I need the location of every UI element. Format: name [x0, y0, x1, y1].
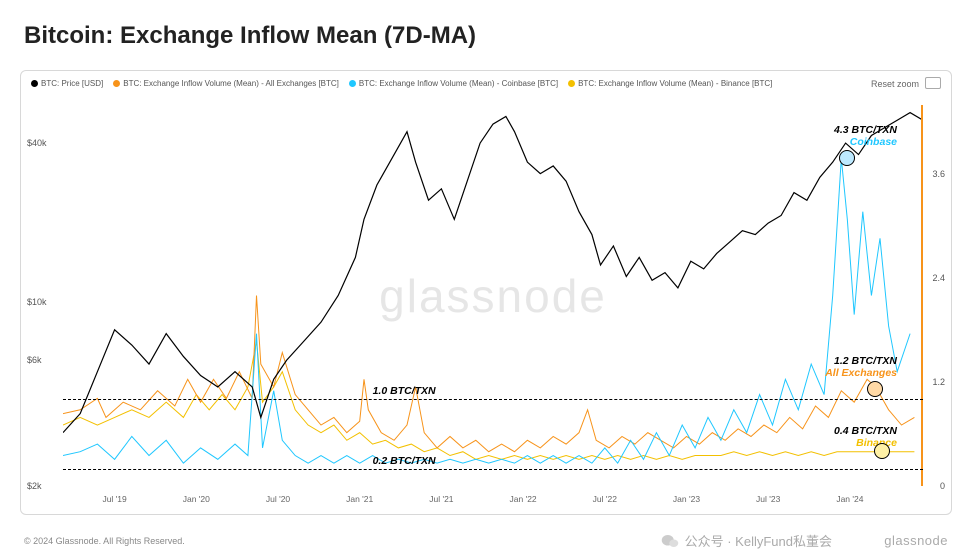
reference-label: 1.0 BTC/TXN [373, 385, 436, 397]
y-axis-left-tick: $2k [27, 481, 42, 491]
y-axis-left-tick: $6k [27, 355, 42, 365]
legend-item[interactable]: BTC: Price [USD] [31, 79, 103, 88]
page: Bitcoin: Exchange Inflow Mean (7D-MA) BT… [0, 0, 972, 560]
value-marker [874, 443, 890, 459]
x-axis-tick: Jul '20 [266, 494, 290, 504]
x-axis-tick: Jan '22 [510, 494, 537, 504]
legend-label: BTC: Exchange Inflow Volume (Mean) - Bin… [578, 79, 772, 88]
x-axis-tick: Jan '23 [673, 494, 700, 504]
brand-logo: glassnode [884, 533, 948, 548]
legend: BTC: Price [USD] BTC: Exchange Inflow Vol… [31, 79, 772, 88]
y-axis-right-tick: 0 [940, 481, 945, 491]
reset-zoom-button[interactable]: Reset zoom [871, 79, 919, 89]
x-axis-tick: Jul '23 [756, 494, 780, 504]
wechat-icon [661, 533, 679, 549]
wechat-attribution: 公众号 · KellyFund私董会 [661, 531, 832, 550]
x-axis-tick: Jan '21 [346, 494, 373, 504]
series-line [63, 158, 910, 463]
y-axis-right-tick: 3.6 [932, 169, 945, 179]
legend-dot [113, 80, 120, 87]
x-axis-tick: Jul '19 [102, 494, 126, 504]
x-axis-tick: Jan '24 [836, 494, 863, 504]
x-axis-tick: Jul '21 [429, 494, 453, 504]
chart-frame: BTC: Price [USD] BTC: Exchange Inflow Vol… [20, 70, 952, 515]
legend-label: BTC: Price [USD] [41, 79, 103, 88]
reference-line [63, 469, 923, 470]
legend-dot [31, 80, 38, 87]
annotation: 1.2 BTC/TXNAll Exchanges [757, 355, 897, 379]
y-axis-right-tick: 2.4 [932, 273, 945, 283]
legend-item[interactable]: BTC: Exchange Inflow Volume (Mean) - Coi… [349, 79, 558, 88]
plot-area: glassnode 1.0 BTC/TXN0.2 BTC/TXN4.3 BTC/… [63, 105, 923, 486]
reference-label: 0.2 BTC/TXN [373, 455, 436, 467]
camera-icon[interactable] [925, 77, 941, 89]
y-axis-right-tick: 1.2 [932, 377, 945, 387]
legend-dot [349, 80, 356, 87]
y-axis-left-tick: $10k [27, 297, 47, 307]
page-title: Bitcoin: Exchange Inflow Mean (7D-MA) [24, 22, 476, 50]
value-marker [839, 150, 855, 166]
value-marker [867, 381, 883, 397]
legend-label: BTC: Exchange Inflow Volume (Mean) - All… [123, 79, 339, 88]
x-axis-tick: Jan '20 [183, 494, 210, 504]
legend-dot [568, 80, 575, 87]
legend-item[interactable]: BTC: Exchange Inflow Volume (Mean) - All… [113, 79, 339, 88]
y-axis-left-tick: $40k [27, 138, 47, 148]
reference-line [63, 399, 923, 400]
series-line [63, 113, 923, 433]
annotation: 4.3 BTC/TXNCoinbase [757, 124, 897, 148]
wechat-label: 公众号 · KellyFund私董会 [685, 531, 832, 550]
legend-item[interactable]: BTC: Exchange Inflow Volume (Mean) - Bin… [568, 79, 772, 88]
footer-copyright: © 2024 Glassnode. All Rights Reserved. [24, 536, 185, 546]
legend-label: BTC: Exchange Inflow Volume (Mean) - Coi… [359, 79, 558, 88]
x-axis-tick: Jul '22 [593, 494, 617, 504]
